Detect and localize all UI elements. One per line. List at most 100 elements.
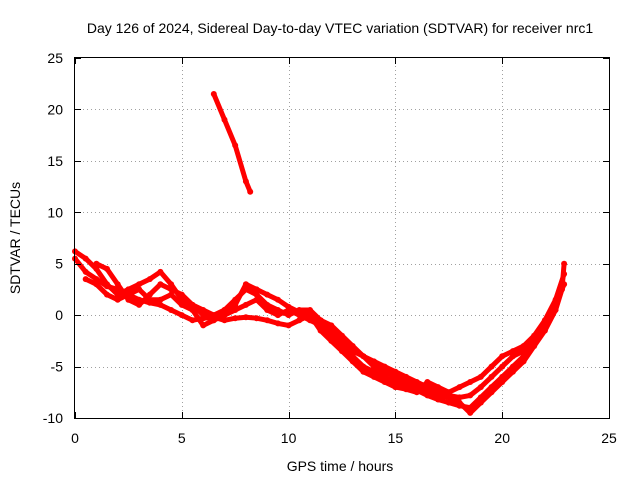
data-point xyxy=(339,332,345,339)
data-point xyxy=(189,301,196,308)
data-point xyxy=(488,363,495,370)
data-point xyxy=(403,386,410,393)
data-point xyxy=(467,379,474,385)
data-point xyxy=(125,286,132,293)
data-point xyxy=(247,188,254,195)
data-point xyxy=(253,286,260,293)
data-point xyxy=(477,394,484,401)
data-point xyxy=(253,291,260,298)
data-point xyxy=(104,265,110,272)
data-point xyxy=(403,379,410,385)
y-tick-label: 15 xyxy=(47,153,63,169)
data-point xyxy=(499,353,506,360)
data-point xyxy=(424,379,431,385)
data-point xyxy=(146,296,153,303)
data-point xyxy=(242,178,249,185)
data-point xyxy=(509,353,516,360)
data-point xyxy=(531,332,538,339)
data-point xyxy=(371,358,377,365)
data-point xyxy=(499,373,506,380)
chart-title: Day 126 of 2024, Sidereal Day-to-day VTE… xyxy=(87,20,593,36)
data-point xyxy=(499,363,506,370)
data-point xyxy=(307,312,313,319)
data-point xyxy=(114,281,121,288)
y-tick-label: 0 xyxy=(55,307,63,323)
trace-series-5 xyxy=(211,91,253,195)
data-point xyxy=(445,399,452,406)
data-point xyxy=(93,281,100,288)
data-point xyxy=(328,322,335,329)
data-point xyxy=(82,276,89,283)
data-point xyxy=(210,91,217,97)
axis-ticks xyxy=(75,58,610,419)
data-point xyxy=(392,368,399,375)
x-tick-label: 5 xyxy=(178,430,186,446)
data-traces xyxy=(72,91,568,416)
data-point xyxy=(371,368,377,375)
data-point xyxy=(285,303,292,310)
data-point xyxy=(93,265,100,272)
data-point xyxy=(274,320,281,327)
data-point xyxy=(221,116,228,123)
data-point xyxy=(456,394,463,401)
data-point xyxy=(349,343,356,349)
data-point xyxy=(445,389,452,396)
data-point xyxy=(114,296,121,303)
data-point xyxy=(157,268,164,275)
data-point xyxy=(509,363,516,370)
data-point xyxy=(435,384,442,391)
data-point xyxy=(296,317,303,324)
data-point xyxy=(381,368,388,375)
data-point xyxy=(104,281,110,288)
tick-labels: 0 5 10 15 20 25 -10 -5 0 5 10 15 20 25 xyxy=(43,50,617,446)
data-point xyxy=(93,260,100,267)
data-point xyxy=(488,384,495,391)
data-point xyxy=(232,315,239,322)
y-tick-label: 20 xyxy=(47,101,63,117)
data-point xyxy=(104,291,110,298)
data-point xyxy=(136,301,143,308)
data-point xyxy=(403,373,410,380)
data-point xyxy=(221,317,228,324)
data-point xyxy=(168,307,175,313)
data-point xyxy=(189,307,196,313)
data-point xyxy=(424,392,431,399)
data-point xyxy=(477,373,484,380)
data-point xyxy=(435,396,442,403)
data-point xyxy=(285,322,292,329)
data-point xyxy=(381,373,388,380)
x-axis-label: GPS time / hours xyxy=(287,458,394,474)
data-point xyxy=(413,389,420,396)
data-point xyxy=(520,343,527,349)
y-tick-label: 10 xyxy=(47,204,63,220)
data-point xyxy=(435,389,442,396)
data-point xyxy=(456,384,463,391)
data-point xyxy=(392,373,399,380)
data-point xyxy=(360,353,367,360)
data-point xyxy=(328,337,335,344)
data-point xyxy=(552,301,559,308)
data-point xyxy=(285,312,292,319)
x-tick-label: 0 xyxy=(71,430,79,446)
data-point xyxy=(509,348,516,355)
data-point xyxy=(200,322,207,329)
data-point xyxy=(168,291,175,298)
data-point xyxy=(296,309,303,316)
data-point xyxy=(253,296,260,303)
data-point xyxy=(82,255,89,262)
y-axis-label: SDTVAR / TECUs xyxy=(7,182,23,294)
data-point xyxy=(392,384,399,391)
data-point xyxy=(520,353,527,360)
data-point xyxy=(467,404,474,411)
grid xyxy=(75,58,609,418)
data-point xyxy=(456,402,463,409)
data-point xyxy=(168,281,175,288)
y-tick-label: -10 xyxy=(43,410,63,426)
data-point xyxy=(253,315,260,322)
x-tick-label: 15 xyxy=(388,430,404,446)
data-point xyxy=(168,286,175,293)
data-point xyxy=(317,317,324,324)
data-point xyxy=(200,312,207,319)
data-point xyxy=(146,276,153,283)
